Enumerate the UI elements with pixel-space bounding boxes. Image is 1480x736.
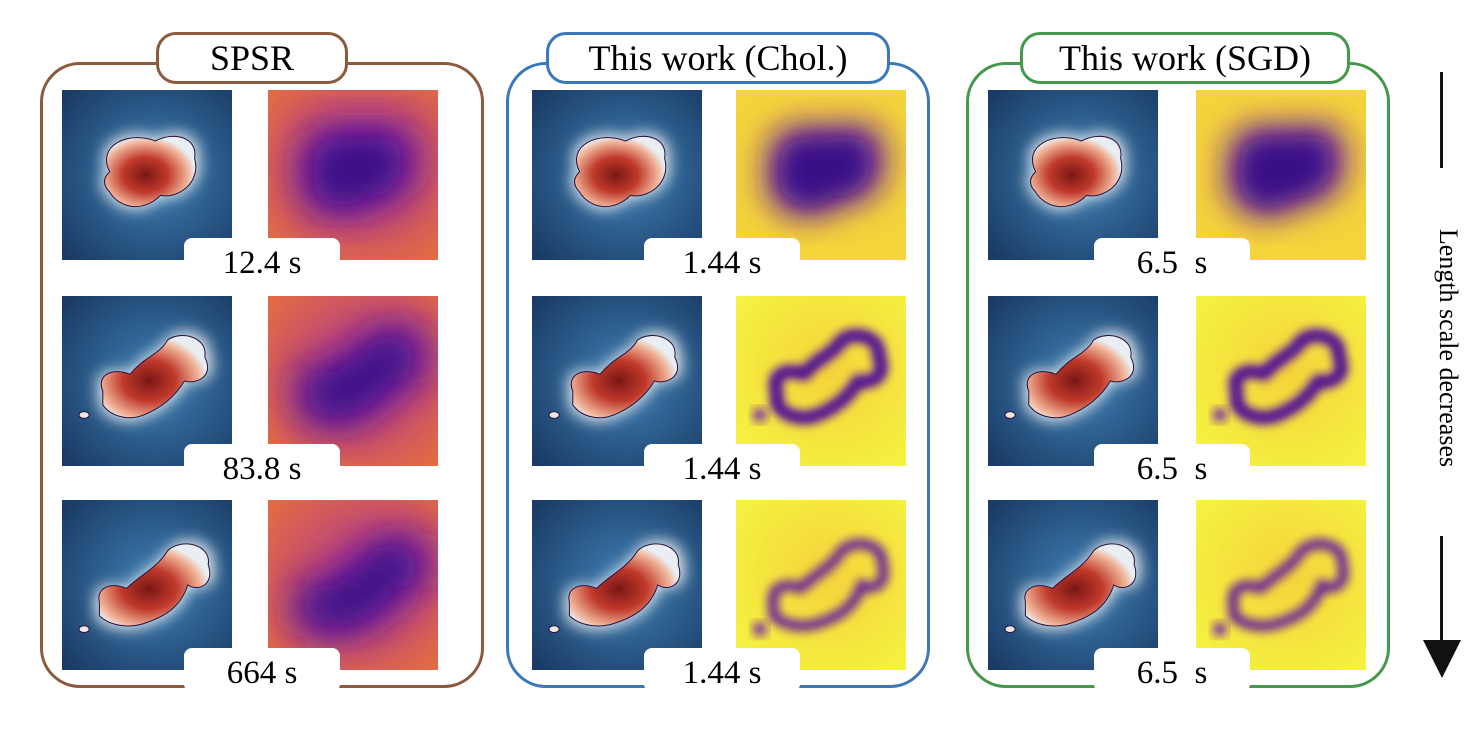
runtime-label: 12.4 s [184,238,340,282]
uncertainty-tile [736,90,906,260]
arrow-down-icon [1423,640,1461,678]
uncertainty-map [1196,296,1366,466]
uncertainty-map [1196,90,1366,260]
field-tile [62,296,232,466]
uncertainty-map [736,296,906,466]
uncertainty-map [736,500,906,670]
panel-title-cholesky: This work (Chol.) [546,32,890,84]
field-tile [988,296,1158,466]
field-map [988,296,1158,466]
field-map [62,500,232,670]
field-tile [532,90,702,260]
uncertainty-tile [268,500,438,670]
uncertainty-tile [1196,296,1366,466]
field-map [988,500,1158,670]
arrow-line-bottom [1440,536,1443,644]
field-tile [62,90,232,260]
field-tile [532,500,702,670]
field-map [62,90,232,260]
uncertainty-tile [1196,500,1366,670]
uncertainty-tile [268,90,438,260]
runtime-label: 6.5 s [1094,648,1250,692]
uncertainty-tile [736,296,906,466]
panel-title-sgd: This work (SGD) [1020,32,1350,84]
runtime-label: 664 s [184,648,340,692]
uncertainty-tile [736,500,906,670]
uncertainty-map [268,90,438,260]
field-map [532,500,702,670]
field-tile [62,500,232,670]
runtime-label: 6.5 s [1094,444,1250,488]
field-map [532,296,702,466]
runtime-label: 6.5 s [1094,238,1250,282]
field-tile [532,296,702,466]
field-map [532,90,702,260]
runtime-label: 83.8 s [184,444,340,488]
uncertainty-map [268,296,438,466]
field-map [988,90,1158,260]
uncertainty-map [736,90,906,260]
uncertainty-tile [1196,90,1366,260]
uncertainty-tile [268,296,438,466]
uncertainty-map [1196,500,1366,670]
length-scale-label: Length scale decreases [1434,228,1463,468]
arrow-line-top [1440,72,1443,168]
panel-title-spsr: SPSR [156,32,348,84]
uncertainty-map [268,500,438,670]
field-tile [988,90,1158,260]
runtime-label: 1.44 s [644,444,800,488]
runtime-label: 1.44 s [644,648,800,692]
field-tile [988,500,1158,670]
runtime-label: 1.44 s [644,238,800,282]
field-map [62,296,232,466]
